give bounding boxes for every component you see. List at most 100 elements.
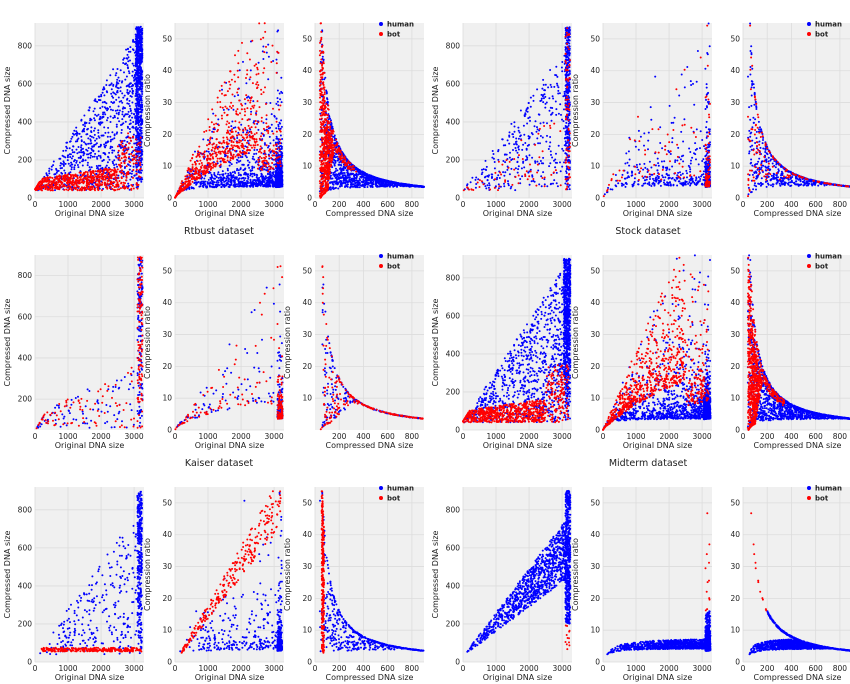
scatter-point: [208, 162, 211, 165]
scatter-point: [236, 158, 238, 161]
scatter-point: [101, 91, 104, 94]
scatter-point: [262, 121, 265, 124]
scatter-point: [257, 150, 260, 153]
scatter-point: [113, 116, 116, 119]
scatter-point: [203, 130, 206, 133]
scatter-point: [237, 169, 240, 172]
scatter-point: [131, 48, 134, 51]
scatter-point: [260, 135, 262, 138]
scatter-point: [217, 141, 220, 144]
scatter-point: [205, 150, 208, 153]
scatter-point: [268, 165, 270, 168]
scatter-point: [109, 147, 112, 150]
scatter-point: [218, 146, 221, 149]
scatter-point: [276, 100, 279, 103]
scatter-point: [127, 50, 130, 53]
scatter-point: [223, 176, 226, 179]
scatter-point: [48, 167, 51, 170]
scatter-point: [202, 138, 205, 141]
scatter-point: [69, 173, 72, 176]
scatter-point: [112, 83, 115, 86]
scatter-point: [53, 182, 56, 185]
scatter-point: [184, 175, 187, 178]
scatter-point: [263, 22, 266, 25]
scatter-point: [121, 153, 124, 156]
x-axis-label: Original DNA size: [195, 209, 265, 218]
scatter-point: [77, 146, 80, 148]
scatter-point: [117, 154, 120, 157]
scatter-point: [81, 164, 84, 167]
scatter-point: [126, 149, 129, 152]
scatter-point: [259, 38, 262, 41]
scatter-point: [231, 93, 234, 96]
scatter-point: [108, 151, 111, 154]
scatter-point: [246, 175, 249, 178]
scatter-point: [230, 183, 233, 186]
scatter-point: [217, 124, 220, 127]
scatter-point: [83, 141, 86, 144]
scatter-point: [246, 119, 249, 122]
scatter-point: [233, 149, 236, 152]
scatter-point: [66, 159, 69, 162]
scatter-point: [249, 76, 252, 79]
scatter-point: [137, 124, 140, 127]
scatter-point: [72, 179, 75, 182]
scatter-point: [104, 101, 106, 104]
scatter-point: [271, 44, 274, 47]
scatter-point: [280, 125, 283, 128]
scatter-point: [267, 55, 270, 58]
scatter-point: [116, 78, 119, 81]
scatter-point: [181, 180, 183, 183]
scatter-point: [188, 173, 191, 176]
scatter-point: [272, 139, 275, 142]
scatter-point: [113, 172, 116, 175]
scatter-point: [132, 187, 135, 190]
scatter-point: [139, 53, 142, 56]
scatter-point: [106, 186, 109, 189]
scatter-point: [113, 92, 116, 95]
scatter-point: [106, 119, 108, 122]
scatter-point: [231, 128, 233, 131]
scatter-point: [94, 143, 97, 146]
scatter-point: [101, 105, 104, 108]
scatter-point: [221, 178, 224, 180]
scatter-point: [198, 155, 201, 158]
scatter-point: [279, 165, 282, 167]
scatter-point: [253, 120, 256, 123]
scatter-point: [86, 133, 89, 136]
scatter-point: [94, 152, 97, 155]
scatter-point: [111, 102, 114, 104]
scatter-point: [130, 184, 133, 186]
scatter-point: [249, 136, 252, 139]
scatter-point: [244, 133, 247, 136]
scatter-point: [137, 142, 140, 145]
scatter-point: [225, 123, 228, 126]
scatter-point: [85, 143, 88, 146]
scatter-point: [267, 127, 270, 130]
y-tick-label: 50: [162, 34, 172, 43]
scatter-point: [277, 162, 280, 165]
scatter-point: [237, 126, 240, 129]
scatter-point: [204, 174, 207, 177]
scatter-point: [95, 137, 98, 140]
scatter-point: [232, 104, 234, 107]
scatter-point: [120, 162, 123, 164]
scatter-point: [121, 101, 124, 104]
scatter-point: [231, 155, 234, 158]
scatter-point: [134, 37, 137, 40]
scatter-point: [118, 145, 121, 148]
scatter-point: [102, 158, 105, 161]
scatter-point: [86, 164, 89, 167]
scatter-point: [249, 69, 252, 72]
scatter-point: [112, 68, 115, 71]
scatter-point: [127, 60, 130, 63]
scatter-point: [257, 61, 260, 64]
scatter-point: [134, 78, 137, 81]
scatter-point: [67, 189, 70, 192]
scatter-point: [201, 152, 204, 155]
scatter-point: [130, 172, 133, 175]
scatter-point: [219, 101, 222, 103]
scatter-point: [269, 151, 272, 154]
scatter-point: [186, 186, 189, 188]
